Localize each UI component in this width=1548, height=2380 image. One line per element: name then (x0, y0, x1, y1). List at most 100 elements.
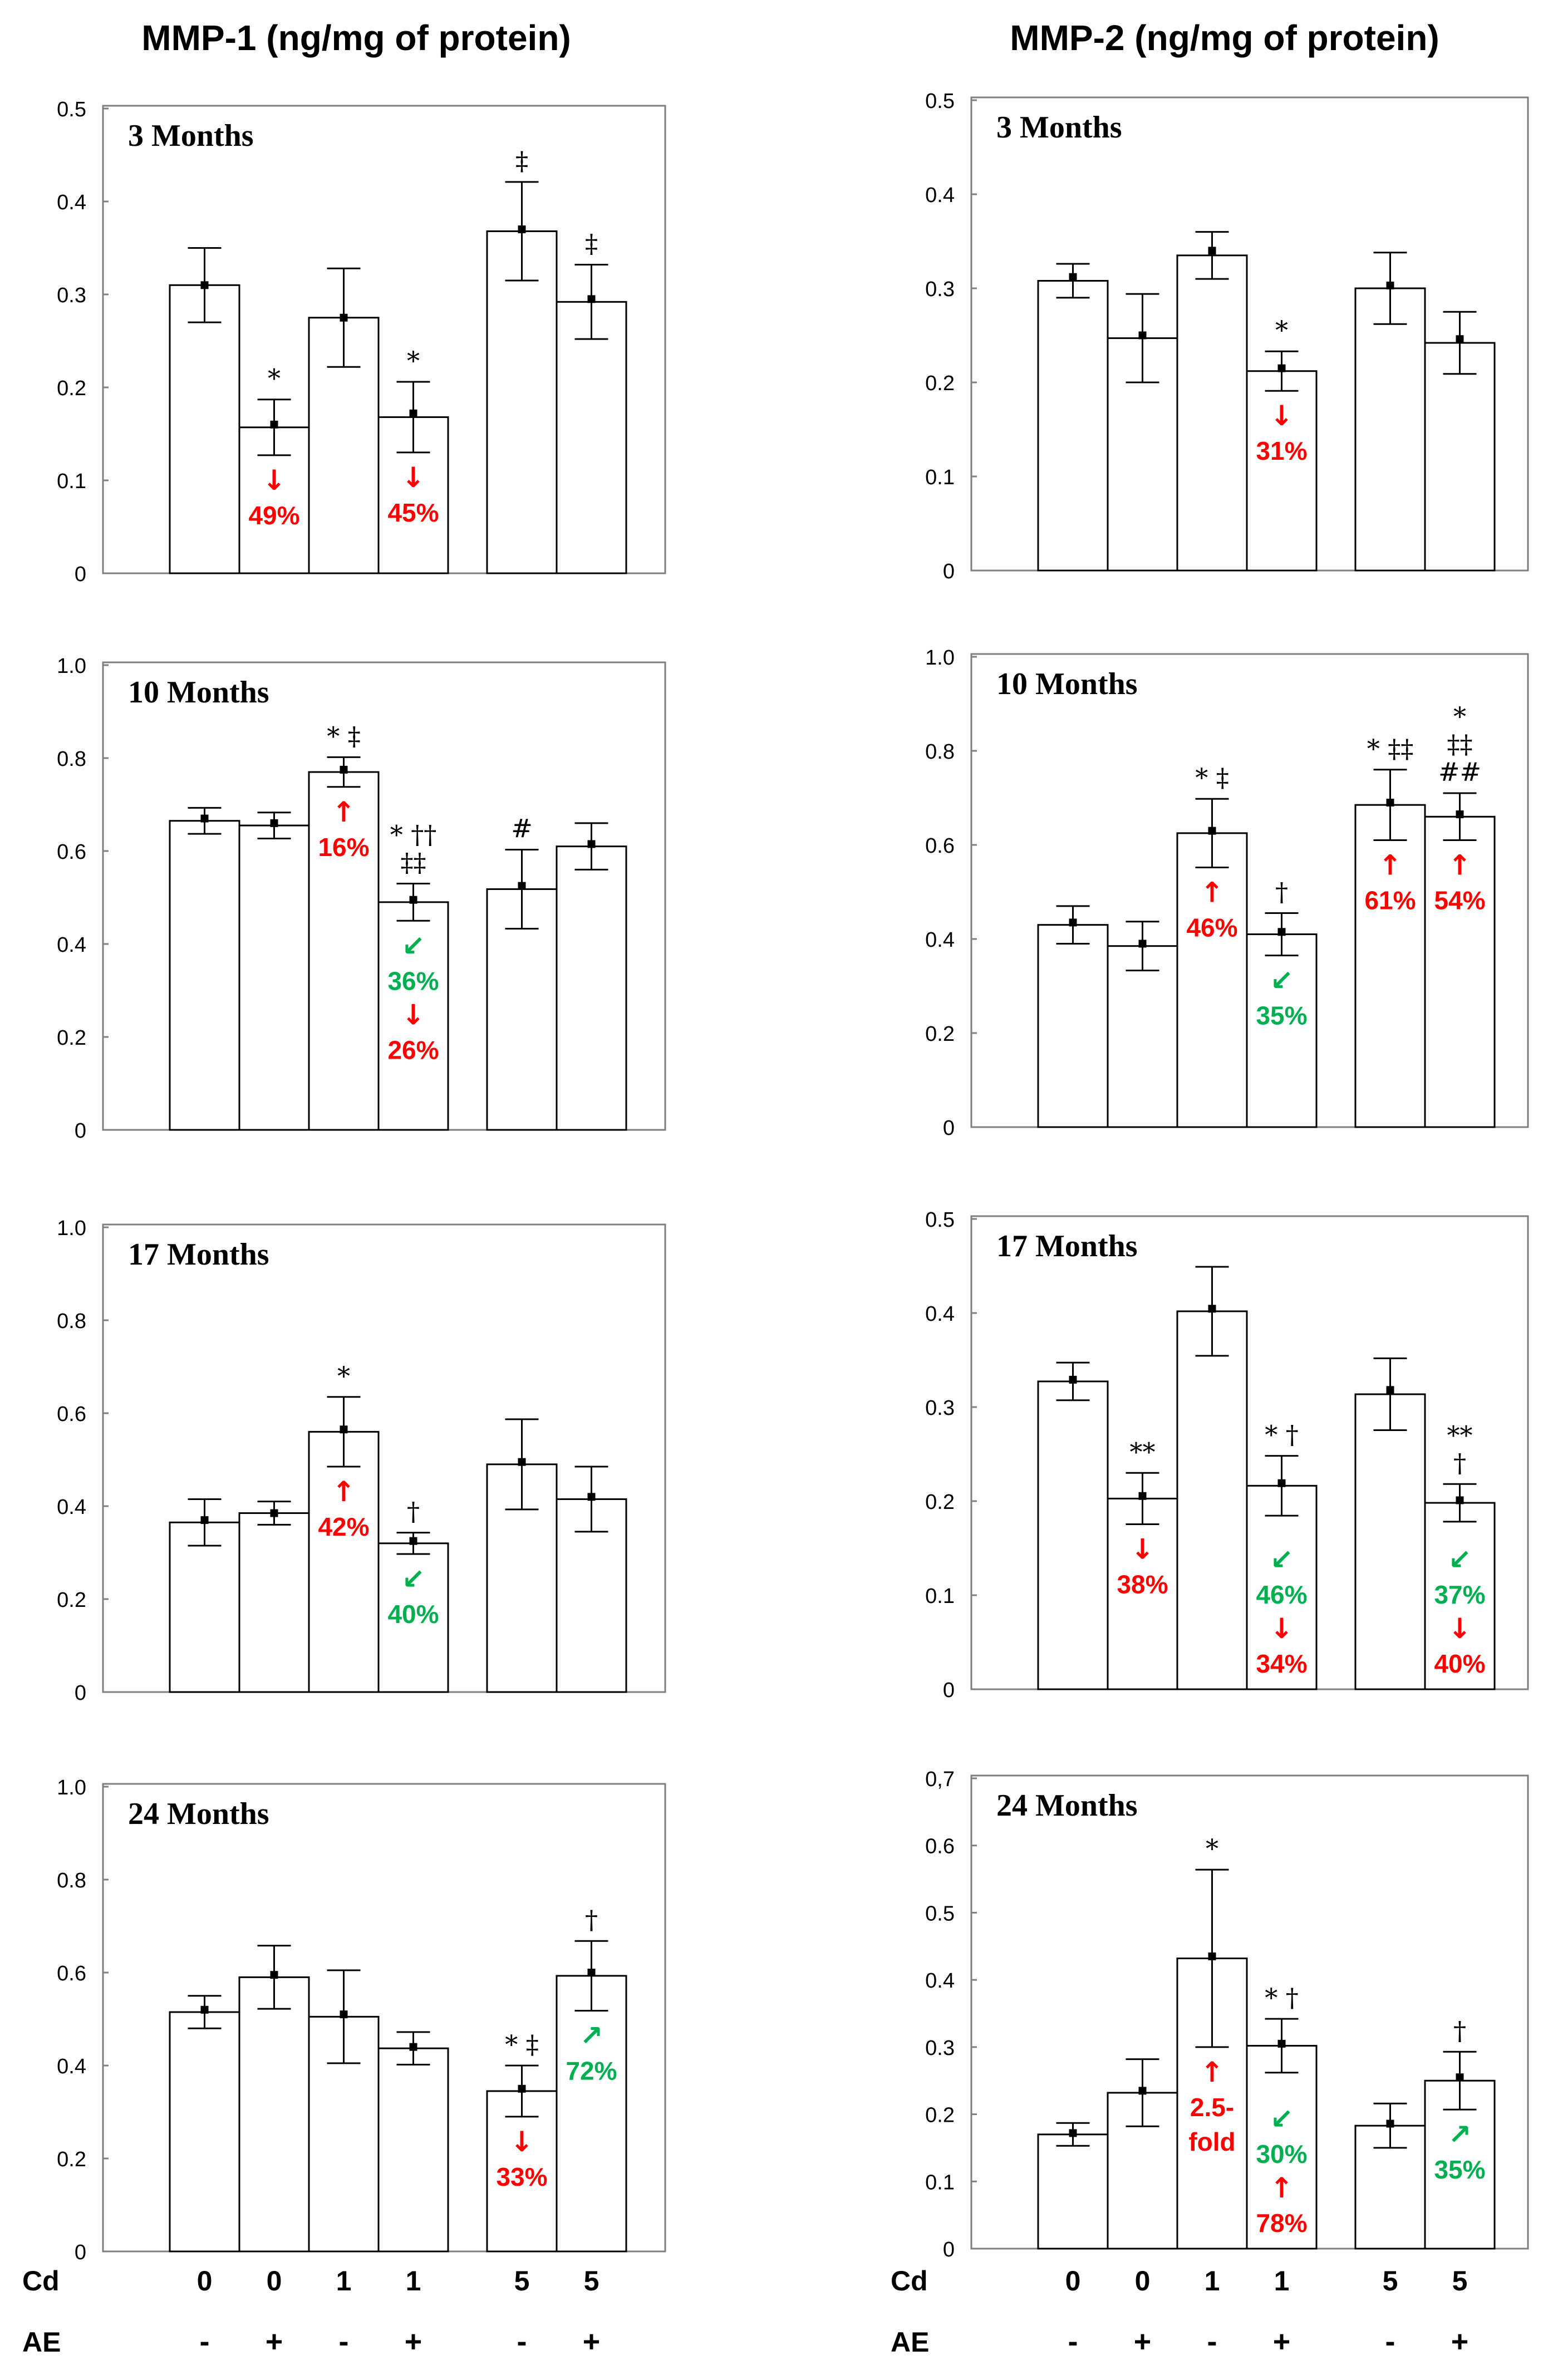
y-tick-label: 0.2 (57, 1026, 86, 1050)
y-tick-label: 0.2 (57, 377, 86, 400)
cd-dose-label: 1 (1274, 2265, 1290, 2297)
significance-marker: * (337, 1361, 350, 1391)
bar (1424, 815, 1496, 1128)
bar (556, 301, 627, 574)
cd-dose-label: 1 (406, 2265, 421, 2297)
significance-marker: ‡‡ (401, 847, 426, 877)
change-label: 54% (1434, 886, 1485, 915)
change-arrow: ↓ (402, 461, 425, 494)
change-label: 61% (1364, 886, 1416, 915)
change-arrow: ↙ (1270, 1543, 1294, 1576)
mean-marker (1386, 1386, 1394, 1394)
category-axis-right: Cd AE 0 - 0 +1 - 1 +5 - 5 + (891, 2265, 1468, 2358)
y-tick-label: 0.3 (57, 284, 86, 307)
change-arrow: ↓ (263, 464, 286, 496)
change-label: 34% (1256, 1649, 1307, 1678)
y-tick-label: 0.4 (57, 2055, 86, 2078)
mean-marker (587, 295, 596, 303)
mean-marker (1138, 1492, 1147, 1500)
change-label: 42% (318, 1512, 369, 1541)
change-label: 38% (1117, 1570, 1168, 1599)
change-arrow: ↓ (1270, 1612, 1294, 1645)
bar (1176, 832, 1248, 1128)
mean-marker (340, 765, 348, 774)
mean-marker (587, 840, 596, 848)
y-tick-label: 0.6 (57, 1403, 86, 1426)
bar (238, 1976, 310, 2253)
cd-dose-label: 5 (514, 2265, 530, 2297)
mean-marker (270, 1509, 278, 1517)
ae-treatment-label: - (1385, 2325, 1395, 2358)
mean-marker (409, 2043, 417, 2051)
mean-marker (1069, 2129, 1077, 2137)
mean-marker (1386, 281, 1394, 289)
change-arrow: ↑ (1201, 877, 1224, 909)
mean-marker (270, 1971, 278, 1979)
y-tick-label: 0 (943, 1679, 955, 1702)
change-arrow: ↙ (402, 930, 425, 962)
change-label: 36% (387, 966, 439, 995)
mean-marker (1138, 940, 1147, 948)
mean-marker (1069, 1375, 1077, 1384)
significance-marker: * (1275, 315, 1288, 345)
panel-title: 17 Months (128, 1237, 269, 1272)
mean-marker (1456, 335, 1464, 343)
change-label: fold (1188, 2127, 1235, 2156)
mean-marker (1208, 1305, 1216, 1313)
panel-title: 3 Months (128, 119, 254, 153)
y-tick-label: 0.2 (57, 1589, 86, 1612)
y-tick-label: 0.3 (925, 2037, 955, 2060)
ae-treatment-label: + (1134, 2325, 1152, 2358)
bar (1176, 1310, 1248, 1690)
ae-treatment-label: + (1273, 2325, 1291, 2358)
chart-panel: 0 0.2 0.4 0.6 0.8 1.0 24 Months * ‡ ↓ 33% † ↗ 72% (57, 1776, 666, 2264)
y-tick-label: 0 (75, 1681, 86, 1705)
change-arrow: ↑ (1270, 2172, 1294, 2204)
change-arrow: ↓ (510, 2126, 534, 2158)
y-tick-label: 0.8 (57, 1869, 86, 1892)
y-tick-label: 1.0 (57, 1217, 86, 1240)
significance-marker: * (268, 363, 281, 394)
bar (1424, 342, 1496, 572)
chart-panel: 0 0.2 0.4 0.6 0.8 1.0 10 Months * ‡ ↑ 16% * ††‡‡ ↙ 3… (57, 655, 666, 1143)
y-tick-label: 0 (943, 560, 955, 583)
significance-marker: ‡ (515, 146, 528, 176)
bar (169, 1521, 240, 1693)
significance-marker: † (407, 1497, 420, 1527)
bar (238, 824, 310, 1131)
bar (486, 230, 558, 574)
change-label: 46% (1186, 913, 1237, 942)
bar (1246, 933, 1318, 1128)
mean-marker (270, 819, 278, 827)
mean-marker (1277, 928, 1286, 936)
y-tick-label: 0.4 (925, 184, 955, 207)
mean-marker (409, 896, 417, 904)
ae-treatment-label: - (1207, 2325, 1217, 2358)
cd-dose-label: 0 (197, 2265, 213, 2297)
change-label: 46% (1256, 1580, 1307, 1609)
panel-title: 17 Months (996, 1229, 1138, 1263)
cd-dose-label: 5 (1383, 2265, 1398, 2297)
significance-marker: * (1453, 701, 1466, 731)
mean-marker (518, 1458, 526, 1466)
mean-marker (200, 1516, 209, 1525)
ae-label: AE (22, 2327, 61, 2358)
change-arrow: ↗ (580, 2019, 603, 2052)
mean-marker (1208, 247, 1216, 255)
panel-title: 24 Months (128, 1797, 269, 1831)
cd-dose-label: 0 (1065, 2265, 1081, 2297)
mean-marker (1386, 2120, 1394, 2128)
mean-marker (270, 420, 278, 429)
y-tick-label: 0 (943, 1117, 955, 1140)
significance-marker: * †† (390, 819, 437, 849)
bar (308, 771, 380, 1131)
bar (1037, 279, 1109, 572)
mean-marker (1456, 2073, 1464, 2082)
y-tick-label: 0.4 (925, 1969, 955, 1993)
change-arrow: ↙ (1448, 1543, 1472, 1576)
mean-marker (1456, 810, 1464, 819)
mean-marker (340, 313, 348, 322)
ae-label: AE (891, 2327, 929, 2358)
ae-treatment-label: + (583, 2325, 601, 2358)
mean-marker (1069, 273, 1077, 281)
